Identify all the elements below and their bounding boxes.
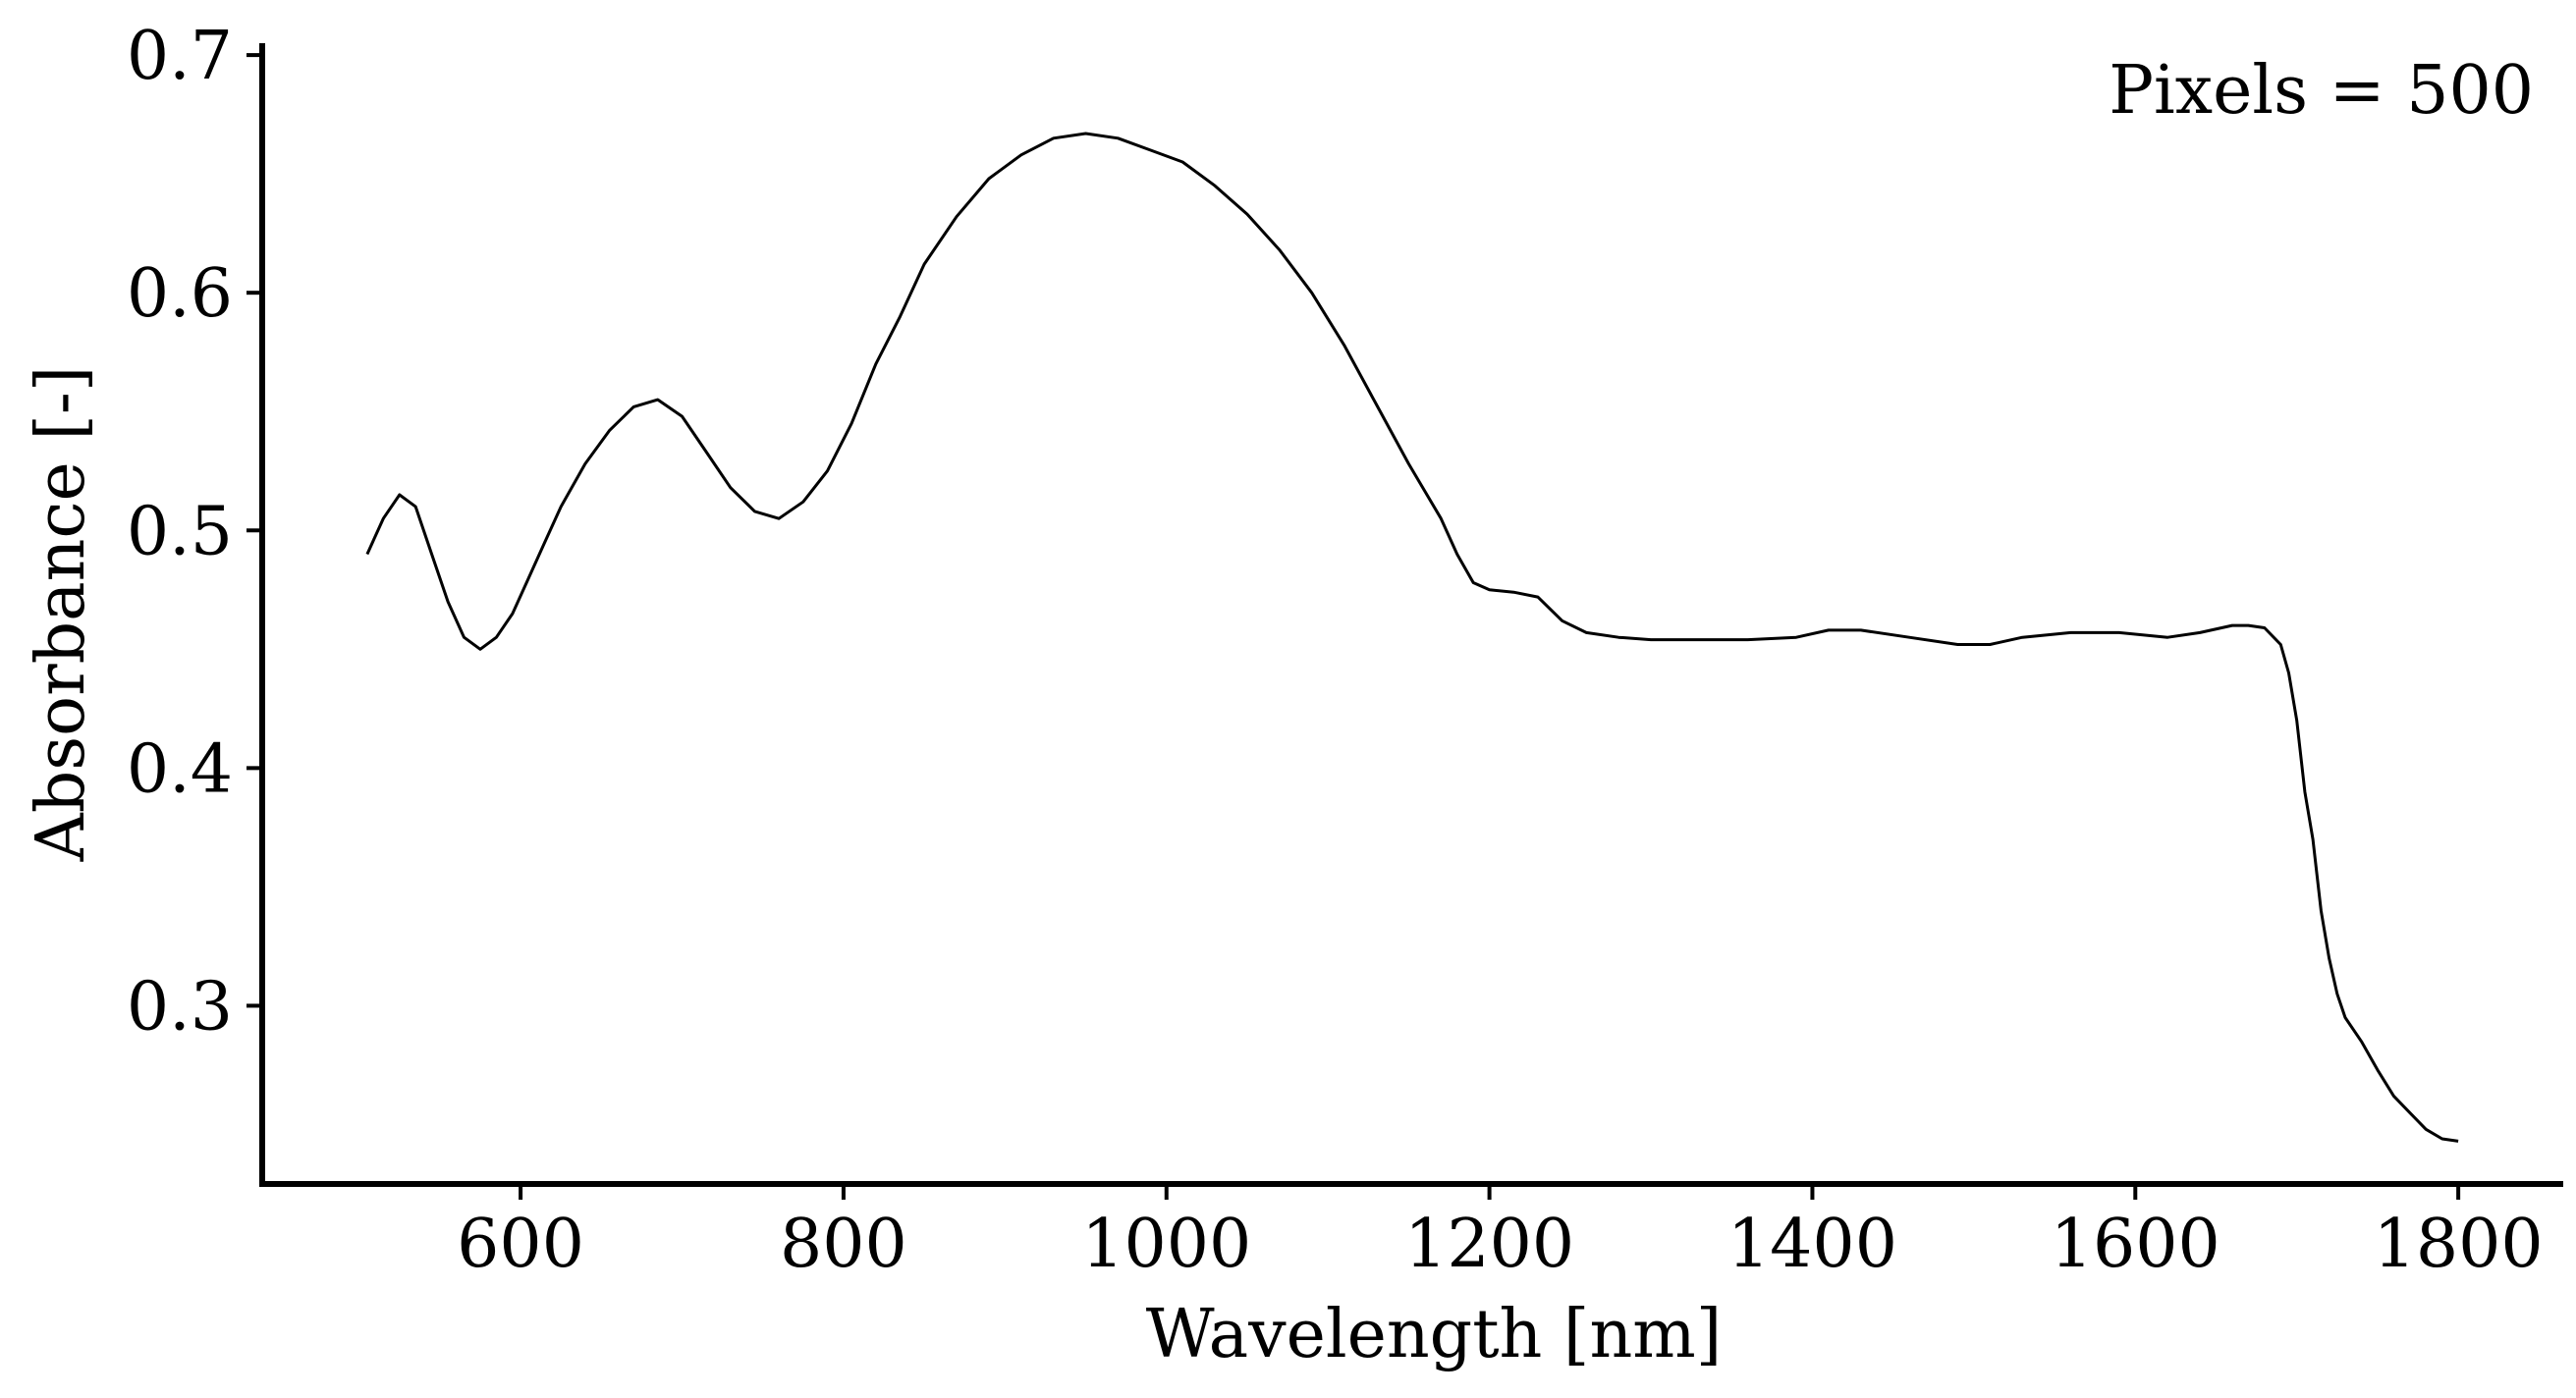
y-tick-label: 0.5 [127,493,233,570]
pixels-annotation: Pixels = 500 [2109,52,2534,130]
x-tick-label: 1400 [1727,1206,1897,1283]
y-tick-label: 0.7 [127,18,233,95]
x-tick-label: 1200 [1404,1206,1574,1283]
y-tick-label: 0.3 [127,968,233,1046]
x-ticks: 600 800 1000 1200 1400 1600 1800 [457,1184,2544,1283]
x-tick-label: 1800 [2374,1206,2544,1283]
y-tick-label: 0.6 [127,255,233,333]
x-tick-label: 1600 [2051,1206,2220,1283]
y-axis-title: Absorbance [-] [23,366,100,863]
series-line-absorbance [365,132,2459,1143]
axes [259,43,2563,1187]
x-tick-label: 800 [780,1206,907,1283]
x-axis-title: Wavelength [nm] [1146,1296,1723,1373]
y-tick-label: 0.4 [127,730,233,808]
y-ticks: 0.3 0.4 0.5 0.6 0.7 [127,18,262,1046]
x-tick-label: 600 [457,1206,584,1283]
x-tick-label: 1000 [1081,1206,1251,1283]
